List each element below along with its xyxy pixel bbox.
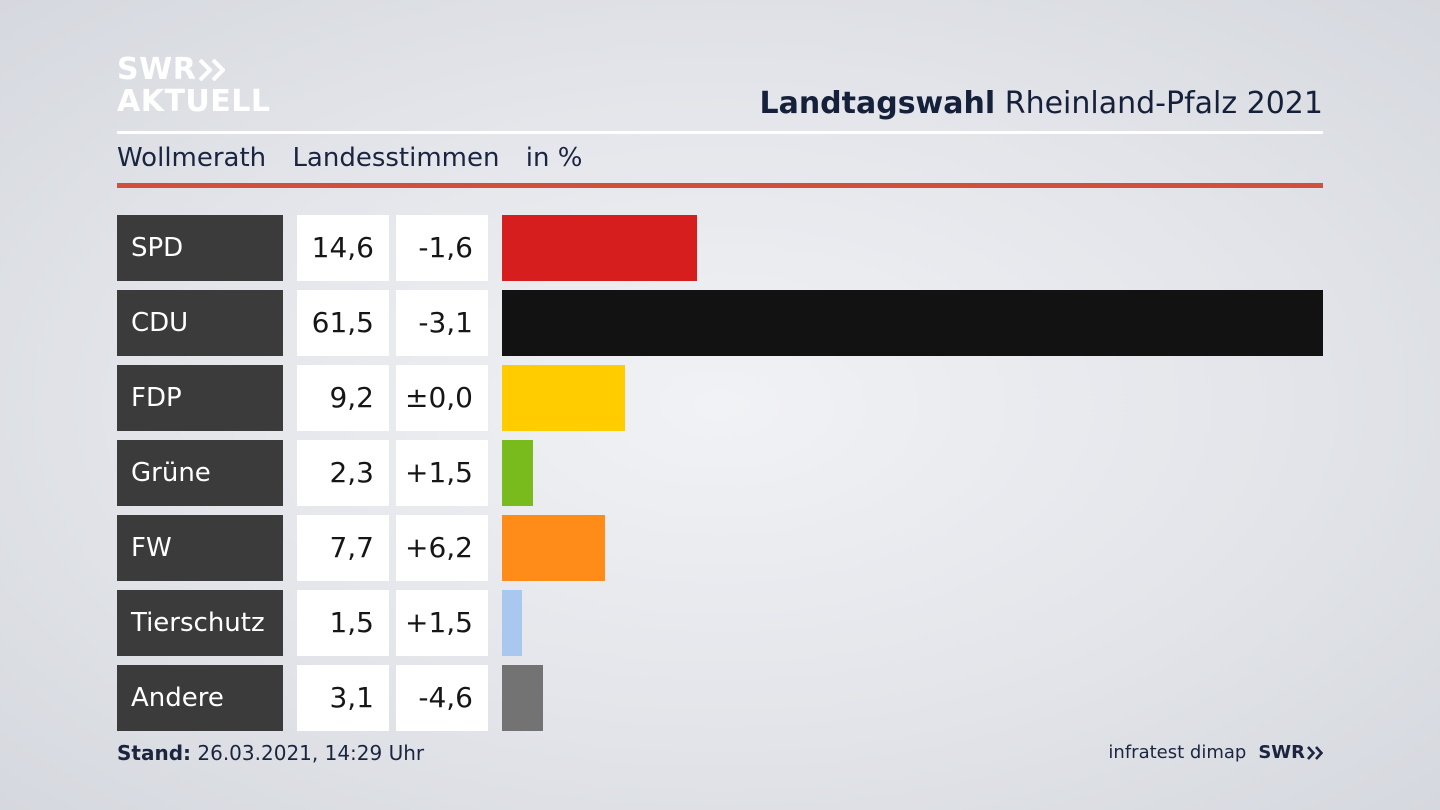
value-label: 9,2 <box>297 365 389 431</box>
swr-small-logo: SWR <box>1258 742 1323 763</box>
stand-value: 26.03.2021, 14:29 Uhr <box>197 741 425 765</box>
subtitle-measure: Landesstimmen <box>292 143 500 173</box>
diff-label: -1,6 <box>396 215 488 281</box>
subtitle: Wollmerath Landesstimmen in % <box>117 143 600 173</box>
value-label: 61,5 <box>297 290 389 356</box>
value-label: 2,3 <box>297 440 389 506</box>
chart-row: Tierschutz 1,5 +1,5 <box>117 590 1323 656</box>
subtitle-place: Wollmerath <box>117 143 267 173</box>
chart-row: Grüne 2,3 +1,5 <box>117 440 1323 506</box>
accent-divider <box>117 183 1323 188</box>
chart-row: CDU 61,5 -3,1 <box>117 290 1323 356</box>
chart-row: Andere 3,1 -4,6 <box>117 665 1323 731</box>
bar <box>502 365 625 431</box>
logo-aktuell-text: AKTUELL <box>117 84 271 119</box>
party-label: Andere <box>117 665 283 731</box>
value-label: 3,1 <box>297 665 389 731</box>
stand-label: Stand: <box>117 741 192 765</box>
party-label: Grüne <box>117 440 283 506</box>
diff-label: +6,2 <box>396 515 488 581</box>
party-label: FW <box>117 515 283 581</box>
swr-small-text: SWR <box>1258 742 1305 763</box>
title-bold: Landtagswahl <box>759 86 996 121</box>
diff-label: +1,5 <box>396 590 488 656</box>
subtitle-unit: in % <box>525 143 583 173</box>
logo-swr-text: SWR <box>117 52 197 87</box>
swr-aktuell-logo: SWR AKTUELL <box>117 54 271 119</box>
party-label: Tierschutz <box>117 590 283 656</box>
diff-label: ±0,0 <box>396 365 488 431</box>
bar <box>502 215 697 281</box>
party-label: FDP <box>117 365 283 431</box>
bar <box>502 290 1323 356</box>
party-label: SPD <box>117 215 283 281</box>
source-text: infratest dimap <box>1108 742 1247 763</box>
chart-row: FW 7,7 +6,2 <box>117 515 1323 581</box>
value-label: 7,7 <box>297 515 389 581</box>
bar <box>502 440 533 506</box>
double-chevron-right-icon <box>1307 745 1323 760</box>
bar <box>502 665 543 731</box>
bar <box>502 590 522 656</box>
header-divider <box>117 131 1323 134</box>
page-title: Landtagswahl Rheinland-Pfalz 2021 <box>759 86 1323 121</box>
source-credit: infratest dimap SWR <box>1108 742 1323 763</box>
chart-row: FDP 9,2 ±0,0 <box>117 365 1323 431</box>
value-label: 14,6 <box>297 215 389 281</box>
double-chevron-right-icon <box>199 58 226 81</box>
party-label: CDU <box>117 290 283 356</box>
chart-row: SPD 14,6 -1,6 <box>117 215 1323 281</box>
timestamp: Stand: 26.03.2021, 14:29 Uhr <box>117 741 424 765</box>
diff-label: -3,1 <box>396 290 488 356</box>
value-label: 1,5 <box>297 590 389 656</box>
bar <box>502 515 605 581</box>
title-rest: Rheinland-Pfalz 2021 <box>1004 86 1323 121</box>
diff-label: +1,5 <box>396 440 488 506</box>
diff-label: -4,6 <box>396 665 488 731</box>
